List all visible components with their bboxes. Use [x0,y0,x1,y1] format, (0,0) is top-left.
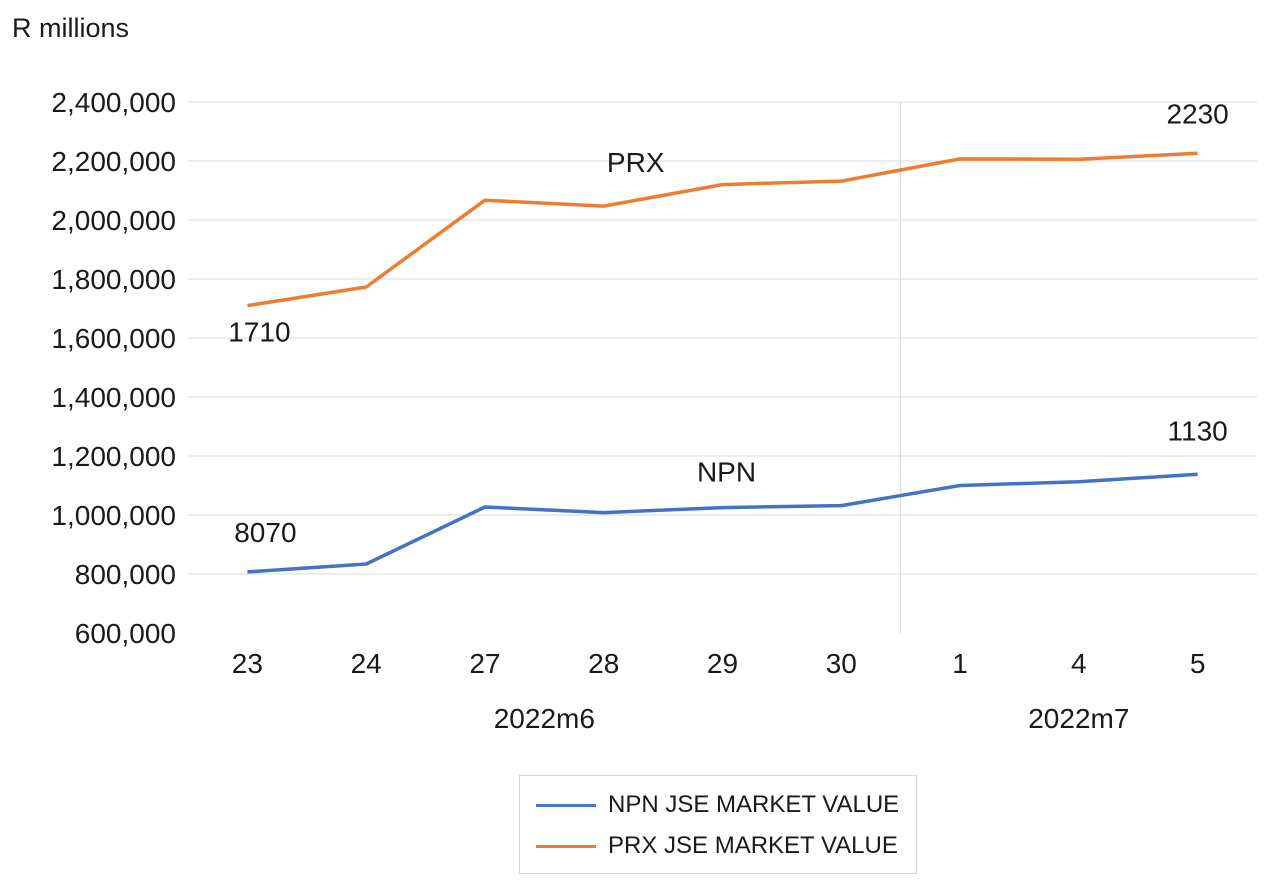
x-tick-label: 4 [1071,648,1087,679]
y-tick-label: 1,800,000 [51,264,176,295]
legend-swatch-npn [536,803,596,807]
y-tick-label: 1,400,000 [51,382,176,413]
x-tick-label: 23 [232,648,263,679]
y-tick-label: 600,000 [75,618,176,649]
group-label: 2022m7 [1028,703,1129,734]
y-tick-label: 800,000 [75,559,176,590]
legend: NPN JSE MARKET VALUE PRX JSE MARKET VALU… [519,775,917,874]
x-tick-label: 28 [588,648,619,679]
annotation-label: 1130 [1168,415,1228,446]
legend-swatch-prx [536,844,596,848]
legend-item-npn: NPN JSE MARKET VALUE [536,790,899,820]
annotation-label: 8070 [234,517,296,548]
annotation-label: 1710 [228,317,290,348]
x-tick-label: 29 [707,648,738,679]
annotation-label: 2230 [1166,98,1228,129]
series-lines [247,151,1198,574]
x-tick-label: 1 [952,648,968,679]
y-tick-label: 1,200,000 [51,441,176,472]
x-axis-groups: 2022m6 2022m7 [494,703,1130,734]
x-axis-ticks: 23 24 27 28 29 30 1 4 5 [232,648,1206,679]
x-tick-label: 24 [351,648,382,679]
legend-label-npn: NPN JSE MARKET VALUE [608,791,900,818]
series-line-prx [247,151,1198,308]
y-axis-ticks: 2,400,000 2,200,000 2,000,000 1,800,000 1,60… [51,87,176,649]
legend-item-prx: PRX JSE MARKET VALUE [536,831,898,861]
y-tick-label: 2,000,000 [51,205,176,236]
x-tick-label: 30 [826,648,857,679]
series-line-npn [247,472,1198,574]
annotation-label: NPN [697,457,756,488]
x-tick-label: 5 [1190,648,1206,679]
y-tick-label: 1,000,000 [51,500,176,531]
y-axis-title: R millions [12,13,129,43]
annotations: 2230 PRX 1710 1130 NPN 8070 [228,98,1229,548]
annotation-label: PRX [607,147,665,178]
y-tick-label: 2,200,000 [51,146,176,177]
x-tick-label: 27 [469,648,500,679]
group-label: 2022m6 [494,703,595,734]
gridlines [188,101,1257,633]
legend-label-prx: PRX JSE MARKET VALUE [608,832,898,859]
y-tick-label: 2,400,000 [51,87,176,118]
y-tick-label: 1,600,000 [51,323,176,354]
